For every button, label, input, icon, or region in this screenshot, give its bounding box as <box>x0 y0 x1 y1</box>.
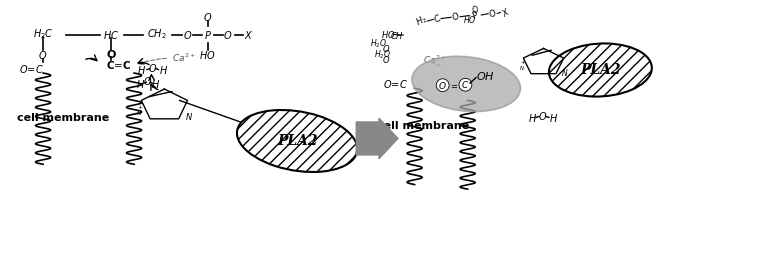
Text: $H$: $H$ <box>135 78 145 90</box>
Text: $HO$: $HO$ <box>380 29 396 40</box>
Text: $O$: $O$ <box>148 62 157 74</box>
Text: PLA2: PLA2 <box>580 63 621 77</box>
Text: $N$: $N$ <box>561 67 568 77</box>
Text: $O\!=\!C$: $O\!=\!C$ <box>19 63 44 75</box>
Text: $O$: $O$ <box>203 11 212 23</box>
Text: cell membrane: cell membrane <box>17 113 109 123</box>
Text: $H$: $H$ <box>137 64 146 76</box>
Ellipse shape <box>549 44 652 97</box>
Text: $C$: $C$ <box>431 11 444 25</box>
Text: $H_2C$: $H_2C$ <box>33 28 53 41</box>
Text: $H$: $H$ <box>159 64 168 76</box>
Text: $Ca^{2+}$: $Ca^{2+}$ <box>138 52 196 64</box>
Text: $OH$: $OH$ <box>476 70 495 82</box>
Text: $CH_2$: $CH_2$ <box>147 28 167 41</box>
Text: $O$: $O$ <box>486 7 499 20</box>
Text: $X$: $X$ <box>244 28 253 40</box>
Text: $O\!=\!C$: $O\!=\!C$ <box>383 78 409 90</box>
Text: $\!=\!$: $\!=\!$ <box>450 81 458 90</box>
Text: $O$: $O$ <box>143 75 152 88</box>
Text: $O$: $O$ <box>383 43 390 54</box>
Text: $H_2O$: $H_2O$ <box>371 37 387 50</box>
Text: $O$: $O$ <box>39 49 48 61</box>
Ellipse shape <box>412 56 521 112</box>
Text: $H_2$: $H_2$ <box>414 12 430 29</box>
Text: $\mathbf{C}\!=\!\mathbf{C}$: $\mathbf{C}\!=\!\mathbf{C}$ <box>106 60 132 71</box>
Text: $X$: $X$ <box>499 5 512 19</box>
Text: $H$: $H$ <box>151 78 160 90</box>
Ellipse shape <box>237 110 357 172</box>
Text: $P$: $P$ <box>470 8 481 21</box>
Text: PLA2: PLA2 <box>277 134 317 148</box>
Text: $P$: $P$ <box>204 28 212 40</box>
Text: $O$: $O$ <box>450 9 463 23</box>
Text: $O$: $O$ <box>470 3 482 16</box>
Text: $^+_N$: $^+_N$ <box>136 103 144 118</box>
Text: $Ca^{2+}$: $Ca^{2+}$ <box>423 54 447 66</box>
Text: cell membrane: cell membrane <box>377 121 469 131</box>
Text: $H_2O$: $H_2O$ <box>374 48 391 61</box>
Text: $CH$: $CH$ <box>390 30 404 41</box>
Text: $O$: $O$ <box>383 54 390 65</box>
Text: $HO$: $HO$ <box>463 14 476 25</box>
Text: $HC$: $HC$ <box>103 28 119 40</box>
Text: $O$: $O$ <box>538 110 547 122</box>
Text: $H$: $H$ <box>527 112 537 124</box>
Text: $H$: $H$ <box>549 112 558 124</box>
Text: $N$: $N$ <box>185 111 193 123</box>
Text: $O$: $O$ <box>224 28 233 40</box>
Text: $O$: $O$ <box>183 28 192 40</box>
Text: $\mathbf{O}$: $\mathbf{O}$ <box>106 47 116 60</box>
FancyArrow shape <box>356 118 398 159</box>
Text: $HO$: $HO$ <box>199 49 216 61</box>
Text: $C$: $C$ <box>461 79 470 90</box>
Text: $O$: $O$ <box>438 80 447 91</box>
Text: $^+_N$: $^+_N$ <box>519 59 526 73</box>
